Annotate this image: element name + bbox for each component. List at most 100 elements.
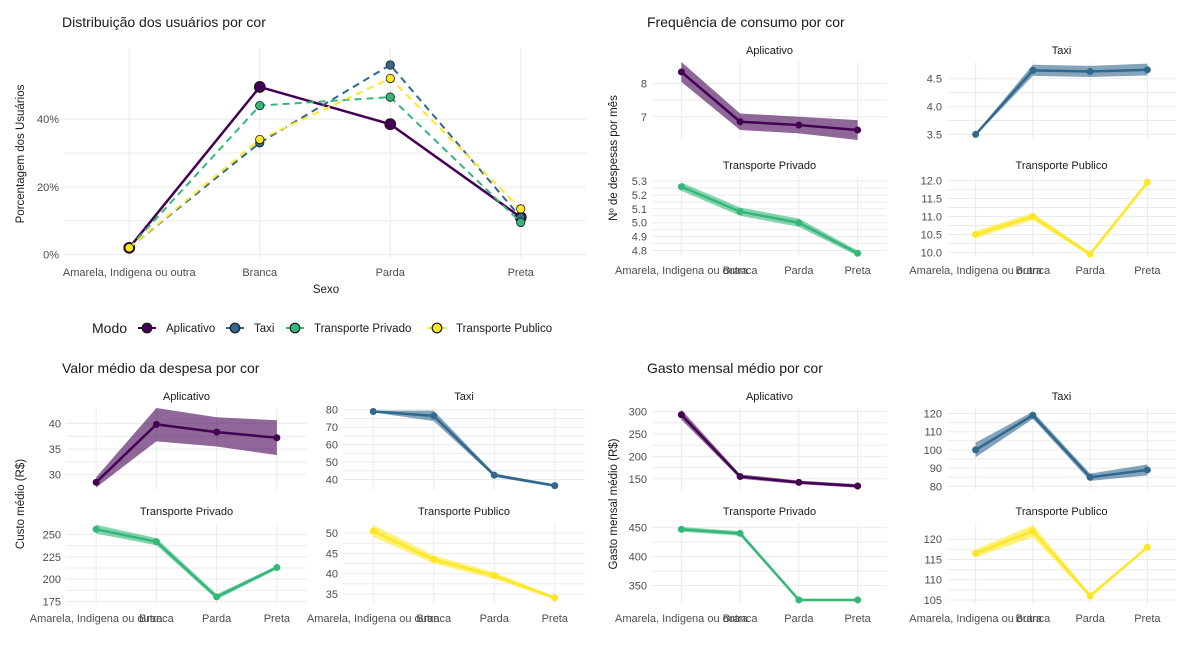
chart-3-transporte-publico-ytick-label: 50	[326, 528, 338, 540]
chart-2-transporte-privado-xtick-label: Amarela, Indigena ou outra	[615, 265, 749, 277]
chart-4-strip-taxi: Taxi	[1052, 391, 1072, 403]
chart-4-taxi-ytick-label: 100	[924, 445, 942, 457]
chart-1-transporte-publico-line	[128, 77, 522, 249]
legend-transporte-publico-key-point	[431, 322, 443, 334]
chart-4-transporte-publico-xtick-label: Preta	[1134, 613, 1161, 625]
chart-2-transporte-publico-ytick-label: 10.5	[921, 229, 942, 241]
chart-3-transporte-privado-transporte-privado-point	[273, 564, 281, 572]
chart-4-aplicativo-ytick-label: 150	[629, 474, 647, 486]
chart-2-aplicativo-ytick-label: 8	[641, 79, 647, 91]
chart-1-transporte-privado-line	[128, 96, 522, 249]
chart-3-transporte-privado-xtick-label: Parda	[202, 613, 232, 625]
chart-3-transporte-privado-xtick-label: Preta	[264, 613, 291, 625]
chart-4-transporte-privado-transporte-privado-point	[677, 525, 685, 533]
chart-3-transporte-privado-xtick-label: Amarela, Indigena ou outra	[30, 613, 164, 625]
chart-4-taxi-ytick-label: 120	[924, 408, 942, 420]
chart-4-transporte-publico-transporte-publico-point	[1029, 527, 1037, 535]
chart-2-taxi-ytick-label: 3.5	[927, 129, 942, 141]
chart-2-transporte-privado-transporte-privado-point	[736, 208, 744, 216]
chart-4-transporte-privado-transporte-privado-line	[681, 528, 858, 602]
chart-2-strip-taxi: Taxi	[1052, 45, 1072, 57]
chart-1-ytick-label: 0%	[43, 250, 59, 262]
chart-2-transporte-publico-ytick-label: 11.0	[921, 212, 942, 224]
chart-2-transporte-publico-ytick-label: 10.0	[921, 247, 942, 259]
chart-2-taxi-taxi-point	[1029, 66, 1037, 74]
chart-4-transporte-privado-transporte-privado-point	[795, 596, 803, 604]
chart-3-strip-taxi: Taxi	[454, 391, 474, 403]
legend-transporte-privado-key-point	[289, 322, 301, 334]
chart-4-aplicativo-aplicativo-line	[680, 413, 858, 488]
chart-3-taxi-ytick-label: 80	[326, 405, 338, 417]
chart-4-transporte-privado-xtick-label: Parda	[784, 613, 814, 625]
chart-3-taxi-taxi-point	[490, 471, 498, 479]
chart-3-title: Valor médio da despesa por cor	[62, 360, 260, 376]
chart-1-aplicativo-line	[128, 85, 522, 249]
chart-3-transporte-privado-transporte-privado-line	[95, 528, 278, 599]
chart-1-ytick-label: 20%	[37, 182, 59, 194]
chart-4-transporte-publico-transporte-publico-point	[1143, 543, 1151, 551]
chart-4-aplicativo-aplicativo-point	[795, 478, 803, 486]
legend-transporte-publico-label: Transporte Publico	[456, 323, 552, 335]
chart-4-strip-aplicativo: Aplicativo	[746, 391, 793, 403]
chart-2-taxi-ytick-label: 4.5	[927, 74, 942, 86]
chart-4-transporte-privado-ytick-label: 350	[629, 580, 647, 592]
chart-3-taxi-taxi-ribbon	[373, 410, 555, 487]
chart-2-transporte-privado-ytick-label: 4.8	[632, 245, 647, 257]
chart-3-aplicativo-aplicativo-point	[273, 434, 281, 442]
chart-2-transporte-privado-ytick-label: 5.2	[632, 190, 647, 202]
chart-2-taxi-taxi-line	[974, 68, 1148, 136]
chart-1-transporte-publico-point	[255, 134, 265, 145]
chart-3-transporte-publico-xtick-label: Preta	[542, 613, 569, 625]
chart-4-taxi-ytick-label: 110	[924, 427, 942, 439]
chart-4-transporte-publico-transporte-publico-point	[1086, 592, 1094, 600]
chart-3-aplicativo-ytick-label: 30	[49, 470, 61, 482]
legend-title: Modo	[92, 320, 127, 336]
chart-2-transporte-publico-xtick-label: Preta	[1134, 265, 1161, 277]
legend-aplicativo-label: Aplicativo	[166, 323, 215, 335]
chart-2-transporte-privado-ytick-label: 4.9	[632, 232, 647, 244]
chart-4-transporte-privado-transporte-privado-point	[736, 529, 744, 537]
chart-3-strip-transporte-privado: Transporte Privado	[140, 506, 233, 518]
chart-2-transporte-publico-xtick-label: Amarela, Indigena ou outra	[909, 265, 1043, 277]
chart-1-xtick-label: Preta	[508, 267, 535, 279]
chart-2-aplicativo-aplicativo-ribbon	[681, 62, 858, 140]
chart-4-taxi-taxi-point	[1029, 411, 1037, 419]
chart-2-strip-transporte-publico: Transporte Publico	[1016, 160, 1108, 172]
chart-2-aplicativo-ytick-label: 7	[641, 112, 647, 124]
chart-2-taxi-taxi-point	[1143, 66, 1151, 74]
chart-3-taxi-taxi-line	[373, 410, 555, 487]
chart-3-transporte-privado-ytick-label: 175	[43, 596, 61, 608]
chart-3-transporte-publico-transporte-publico-line	[372, 529, 556, 600]
chart-3-transporte-privado-ytick-label: 250	[43, 530, 61, 542]
chart-2-transporte-privado-xtick-label: Parda	[784, 265, 814, 277]
chart-3-transporte-privado-transporte-privado-point	[213, 593, 221, 601]
chart-2-transporte-privado-transporte-privado-ribbon	[681, 182, 858, 256]
chart-4-transporte-privado-xtick-label: Amarela, Indigena ou outra	[615, 613, 749, 625]
chart-2-aplicativo-aplicativo-point	[677, 68, 685, 76]
chart-1-xtick-label: Amarela, Indigena ou outra	[63, 267, 197, 279]
chart-2-transporte-publico-transporte-publico-ribbon	[975, 180, 1148, 256]
chart-2-aplicativo-aplicativo-point	[854, 126, 862, 134]
chart-4-transporte-publico-transporte-publico-point	[972, 549, 980, 557]
chart-2-transporte-publico-transporte-publico-point	[1143, 178, 1151, 186]
chart-4-transporte-privado-xtick-label: Preta	[844, 613, 871, 625]
chart-1-transporte-privado-point	[385, 92, 395, 102]
chart-2-transporte-privado-transporte-privado-point	[795, 219, 803, 227]
chart-3-taxi-ytick-label: 60	[326, 440, 338, 452]
chart-4-strip-transporte-publico: Transporte Publico	[1016, 506, 1108, 518]
chart-1-ytick-label: 40%	[37, 114, 59, 126]
chart-1-transporte-publico-point	[124, 243, 134, 253]
chart-2-transporte-publico-transporte-publico-point	[1086, 250, 1094, 258]
chart-3-aplicativo-aplicativo-point	[92, 478, 100, 486]
chart-2-aplicativo-aplicativo-line	[680, 71, 858, 132]
chart-4-transporte-publico-xtick-label: Amarela, Indigena ou outra	[909, 613, 1043, 625]
chart-2-strip-aplicativo: Aplicativo	[746, 45, 793, 57]
chart-2-taxi-ytick-label: 4.0	[927, 102, 942, 114]
chart-3-transporte-publico-xtick-label: Branca	[416, 613, 452, 625]
chart-1-xtick-label: Parda	[376, 267, 406, 279]
chart-1-taxi-line	[128, 63, 522, 249]
chart-2-transporte-publico-ytick-label: 11.5	[921, 194, 942, 206]
chart-1-xtick-label: Branca	[242, 267, 278, 279]
chart-2-transporte-publico-ytick-label: 12.0	[921, 176, 942, 188]
